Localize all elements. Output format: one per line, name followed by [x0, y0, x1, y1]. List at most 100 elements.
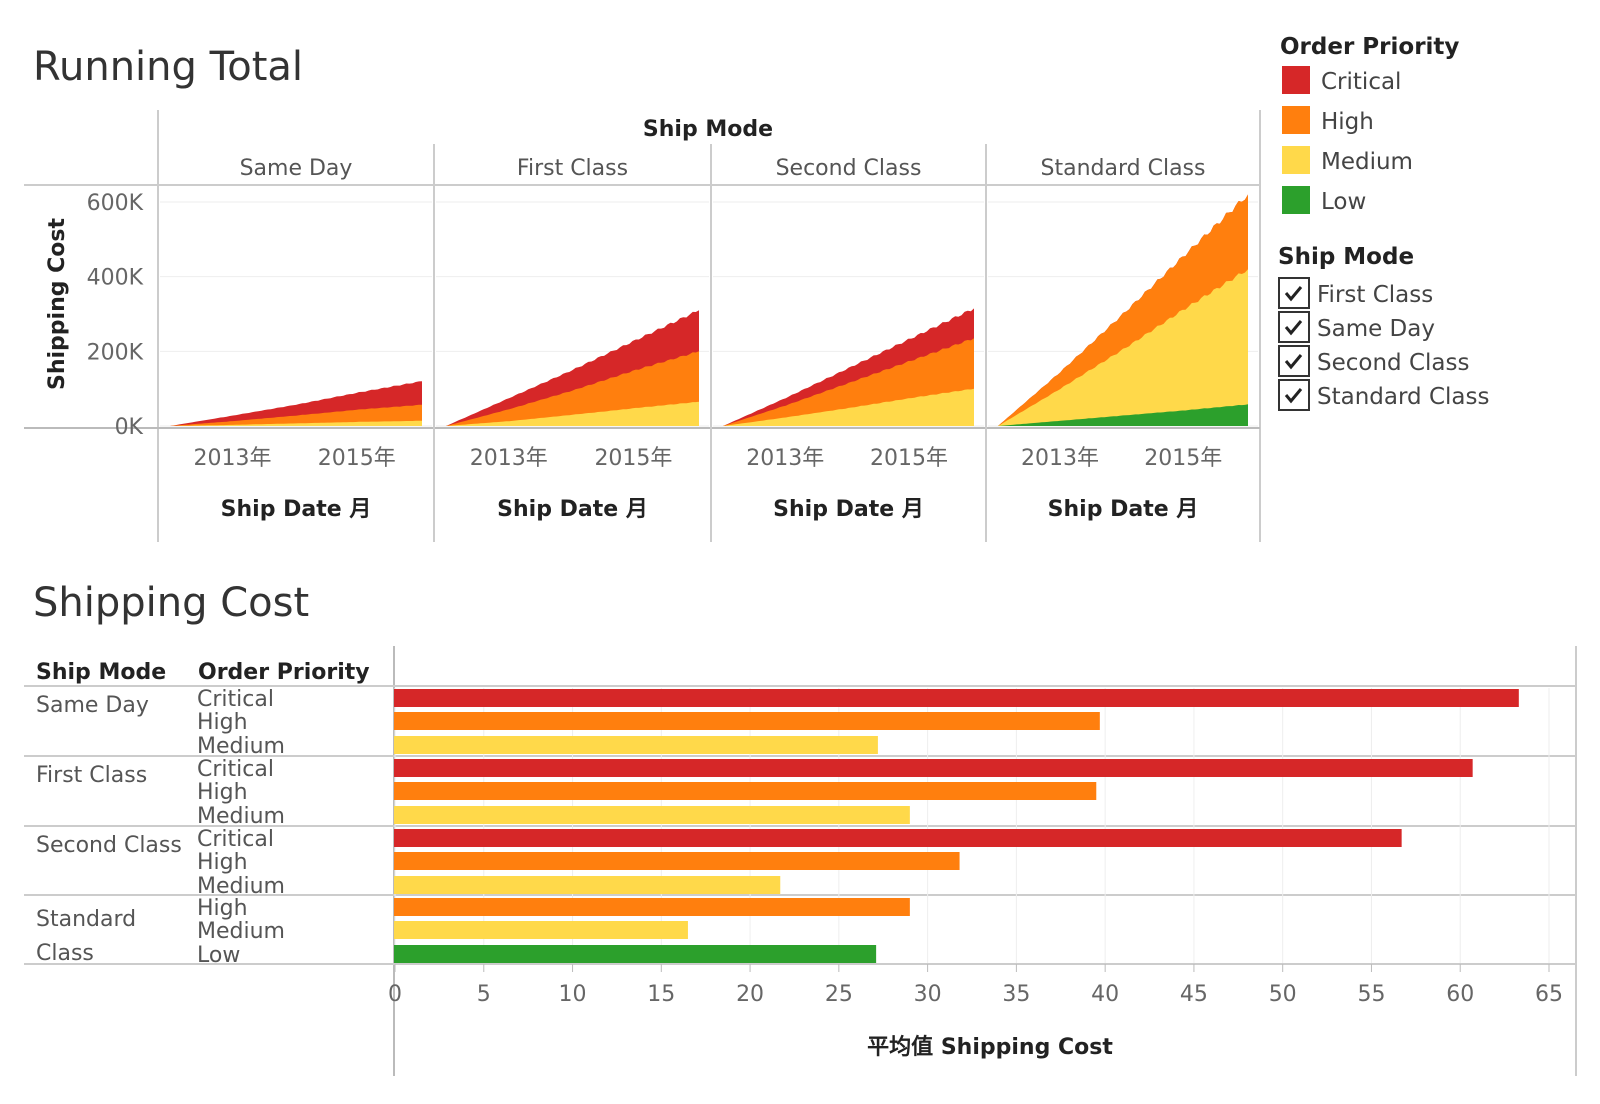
x-axis-label: Ship Date 月	[221, 497, 372, 522]
legend-swatch	[1282, 186, 1310, 214]
panel-header: Standard Class	[1041, 156, 1206, 181]
legend-label: Low	[1321, 189, 1366, 215]
legend-swatch	[1282, 66, 1310, 94]
legend-label: High	[1321, 109, 1374, 135]
bar-first-class-medium[interactable]	[394, 806, 910, 824]
bar-x-tick-label: 60	[1446, 982, 1474, 1007]
bar-x-tick-label: 5	[477, 982, 491, 1007]
x-tick-label: 2015年	[1144, 446, 1222, 471]
bar-x-tick-label: 45	[1180, 982, 1208, 1007]
bar-same-day-medium[interactable]	[394, 736, 878, 754]
filter-label[interactable]: First Class	[1317, 282, 1433, 308]
bar-same-day-critical[interactable]	[394, 689, 1519, 707]
y-axis-label: Shipping Cost	[45, 218, 70, 391]
priority-row-label: Medium	[197, 874, 285, 899]
panel-header: Second Class	[776, 156, 922, 181]
ship-mode-row-label: Second Class	[36, 833, 182, 858]
area-medium-same-day	[170, 420, 422, 426]
x-tick-label: 2013年	[1021, 446, 1099, 471]
legend-label: Medium	[1321, 149, 1413, 175]
area-medium-first-class	[446, 401, 699, 426]
running-total-title: Running Total	[33, 44, 303, 90]
priority-row-label: Medium	[197, 919, 285, 944]
legend-label: Critical	[1321, 69, 1401, 95]
x-tick-label: 2013年	[470, 446, 548, 471]
filter-label[interactable]: Same Day	[1317, 316, 1435, 342]
panel-header: Same Day	[240, 156, 353, 181]
check-icon	[1284, 388, 1303, 404]
ship-mode-row-label: Class	[36, 941, 94, 966]
running-total-panels: 0K 200K 400K 600K Same Day 2013年 2015年 Ship Dat…	[87, 156, 1258, 522]
bar-second-class-high[interactable]	[394, 852, 960, 870]
ship-mode-row-label: Standard	[36, 907, 136, 932]
priority-row-label: Critical	[197, 687, 274, 712]
ship-mode-row-label: First Class	[36, 763, 147, 788]
bar-first-class-high[interactable]	[394, 782, 1097, 800]
check-icon	[1284, 286, 1303, 302]
order-priority-legend: Critical High Medium Low	[1282, 66, 1413, 215]
ship-mode-filter-title: Ship Mode	[1278, 244, 1414, 270]
filter-label[interactable]: Standard Class	[1317, 384, 1489, 410]
bar-second-class-medium[interactable]	[394, 876, 781, 894]
bar-x-tick-label: 25	[825, 982, 853, 1007]
x-axis-label: Ship Date 月	[497, 497, 648, 522]
check-icon	[1284, 354, 1303, 370]
x-tick-label: 2015年	[870, 446, 948, 471]
bar-standard-class-high[interactable]	[394, 898, 910, 916]
priority-row-label: High	[197, 850, 248, 875]
ship-mode-row-label: Same Day	[36, 693, 149, 718]
ship-mode-column-header: Ship Mode	[643, 117, 773, 142]
bar-chart-marks: 0 5 10 15 20 25 30 35 40 45 50 55 60 65 Same Day Critic…	[36, 687, 1563, 1007]
bar-x-tick-label: 30	[914, 982, 942, 1007]
filter-checkbox[interactable]	[1278, 277, 1310, 309]
bar-x-axis-label: 平均值 Shipping Cost	[867, 1034, 1113, 1060]
area-low-standard-class	[998, 404, 1248, 426]
area-high-same-day	[170, 404, 422, 426]
bar-same-day-high[interactable]	[394, 712, 1100, 730]
filter-checkbox[interactable]	[1278, 345, 1310, 377]
order-priority-legend-title: Order Priority	[1280, 34, 1459, 60]
legend-swatch	[1282, 106, 1310, 134]
check-icon	[1284, 320, 1303, 336]
bar-second-class-critical[interactable]	[394, 829, 1402, 847]
y-tick-label: 200K	[87, 340, 144, 365]
bar-x-tick-label: 10	[559, 982, 587, 1007]
ship-mode-col-header: Ship Mode	[36, 660, 166, 685]
priority-row-label: Critical	[197, 827, 274, 852]
filter-checkbox[interactable]	[1278, 311, 1310, 343]
legend-swatch	[1282, 146, 1310, 174]
priority-row-label: Low	[197, 943, 240, 968]
x-tick-label: 2013年	[746, 446, 824, 471]
filter-checkbox[interactable]	[1278, 379, 1310, 411]
bar-first-class-critical[interactable]	[394, 759, 1473, 777]
x-tick-label: 2015年	[594, 446, 672, 471]
bar-standard-class-medium[interactable]	[394, 921, 688, 939]
priority-row-label: High	[197, 710, 248, 735]
bar-x-tick-label: 65	[1535, 982, 1563, 1007]
order-priority-col-header: Order Priority	[198, 660, 370, 685]
ship-mode-filter[interactable]: First Class Same Day Second Class Standard …	[1278, 277, 1489, 411]
x-axis-label: Ship Date 月	[773, 497, 924, 522]
panel-header: First Class	[517, 156, 628, 181]
priority-row-label: Critical	[197, 757, 274, 782]
priority-row-label: High	[197, 896, 248, 921]
bar-x-tick-label: 55	[1357, 982, 1385, 1007]
shipping-cost-title: Shipping Cost	[33, 580, 309, 626]
y-tick-label: 0K	[115, 415, 144, 440]
bar-x-tick-label: 50	[1269, 982, 1297, 1007]
x-tick-label: 2013年	[194, 446, 272, 471]
filter-label[interactable]: Second Class	[1317, 350, 1469, 376]
y-tick-label: 600K	[87, 191, 144, 216]
area-medium-second-class	[723, 388, 974, 426]
bar-x-tick-label: 0	[388, 982, 402, 1007]
priority-row-label: High	[197, 780, 248, 805]
area-high-first-class	[446, 351, 699, 426]
priority-row-label: Medium	[197, 734, 285, 759]
bar-standard-class-low[interactable]	[394, 945, 877, 963]
bar-x-tick-label: 20	[736, 982, 764, 1007]
x-axis-label: Ship Date 月	[1048, 497, 1199, 522]
x-tick-label: 2015年	[318, 446, 396, 471]
area-medium-standard-class	[998, 269, 1248, 426]
running-total-frame	[24, 110, 1261, 542]
